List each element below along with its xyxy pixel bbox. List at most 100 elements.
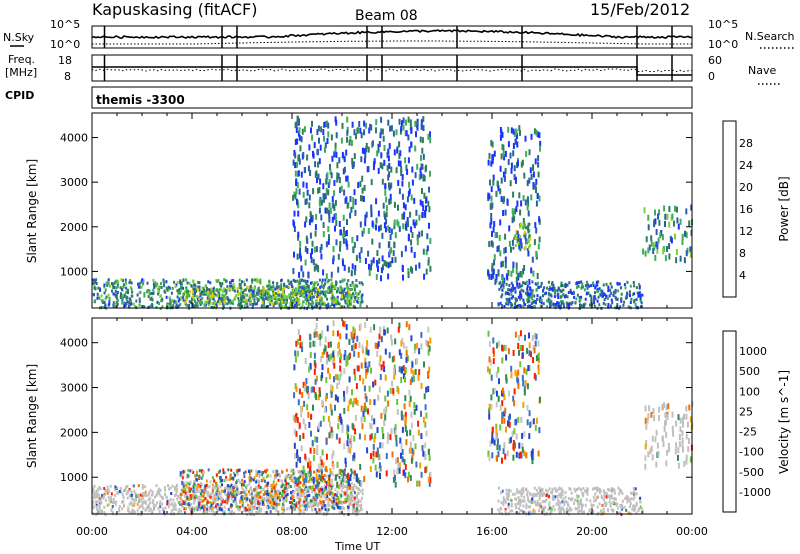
rti-cell (145, 508, 148, 512)
rti-cell (313, 448, 316, 454)
rti-cell (527, 222, 530, 226)
rti-cell (249, 504, 252, 508)
rti-cell (511, 287, 514, 290)
rti-cell (305, 198, 308, 205)
rti-cell (141, 278, 144, 282)
rti-cell (407, 134, 410, 141)
rti-cell (370, 367, 372, 374)
rti-cell (156, 300, 159, 304)
rti-cell (340, 494, 343, 498)
rti-cell (502, 150, 505, 157)
rti-cell (526, 239, 529, 242)
rti-cell (356, 504, 359, 507)
rti-cell (322, 183, 325, 190)
rti-cell (498, 282, 501, 286)
rti-cell (363, 402, 366, 409)
rti-cell (359, 221, 362, 228)
rti-cell (361, 195, 364, 202)
rti-cell (543, 286, 546, 290)
rti-cell (314, 494, 317, 498)
rti-cell (286, 487, 289, 491)
rti-cell (229, 495, 232, 498)
rti-cell (293, 221, 296, 228)
rti-cell (411, 376, 414, 383)
rti-cell (375, 451, 378, 458)
rti-cell (310, 413, 313, 420)
rti-cell (487, 270, 490, 277)
rti-cell (290, 280, 293, 284)
rti-cell (534, 300, 537, 304)
rti-cell (287, 279, 290, 283)
rti-cell (292, 495, 295, 499)
rti-cell (510, 296, 513, 300)
rti-cell (232, 279, 235, 282)
rti-cell (381, 255, 384, 262)
rti-cell (378, 225, 380, 232)
rti-cell (191, 295, 194, 299)
rti-cell (208, 288, 211, 292)
rti-cell (409, 395, 412, 402)
rti-cell (346, 490, 349, 494)
rti-cell (343, 264, 346, 271)
rti-cell (639, 297, 642, 301)
rti-cell (299, 278, 301, 282)
rti-cell (269, 500, 272, 504)
rti-cell (385, 211, 388, 218)
rti-cell (306, 298, 309, 302)
rti-cell (301, 294, 304, 298)
rti-cell (410, 411, 413, 418)
rti-cell (320, 214, 323, 221)
rti-cell (131, 498, 134, 502)
rti-cell (108, 299, 111, 303)
rti-cell (282, 504, 285, 508)
rti-cell (237, 478, 240, 482)
rti-cell (241, 478, 244, 482)
rti-cell (295, 127, 298, 133)
rti-cell (365, 396, 368, 403)
rti-cell (525, 291, 528, 295)
rti-cell (320, 492, 323, 495)
rti-cell (358, 341, 361, 348)
rti-cell (330, 384, 333, 391)
rti-cell (413, 252, 416, 258)
rti-cell (286, 295, 289, 299)
rti-cell (324, 395, 327, 402)
rti-cell (312, 188, 315, 195)
rti-cell (285, 468, 288, 472)
rti-cell (305, 476, 308, 483)
rti-cell (554, 289, 557, 293)
rti-cell (197, 285, 200, 289)
rti-cell (241, 500, 244, 504)
rti-cell (340, 185, 343, 192)
rti-cell (332, 463, 335, 470)
rti-cell (327, 302, 330, 306)
rti-cell (379, 442, 382, 449)
rti-cell (514, 297, 517, 301)
rti-cell (327, 367, 330, 374)
rti-cell (292, 415, 295, 422)
rti-cell (236, 287, 239, 291)
rti-cell (200, 300, 203, 304)
rti-cell (166, 502, 169, 506)
rti-cell (429, 131, 431, 138)
rti-cell (517, 272, 520, 279)
rti-cell (148, 305, 151, 309)
rti-cell (196, 302, 199, 306)
rti-cell (344, 231, 347, 237)
rti-cell (319, 487, 322, 491)
rti-cell (507, 415, 510, 422)
rti-cell (322, 286, 325, 290)
rti-cell (150, 509, 153, 513)
rti-cell (419, 167, 422, 174)
rti-cell (393, 242, 396, 249)
rti-cell (297, 231, 300, 238)
rti-cell (339, 484, 342, 488)
rti-cell (600, 293, 603, 297)
rti-cell (499, 188, 502, 195)
rti-cell (429, 265, 432, 272)
rti-cell (276, 491, 279, 495)
rti-cell (146, 289, 149, 292)
rti-cell (318, 474, 321, 478)
rti-cell (413, 222, 416, 229)
rti-cell (184, 296, 187, 300)
